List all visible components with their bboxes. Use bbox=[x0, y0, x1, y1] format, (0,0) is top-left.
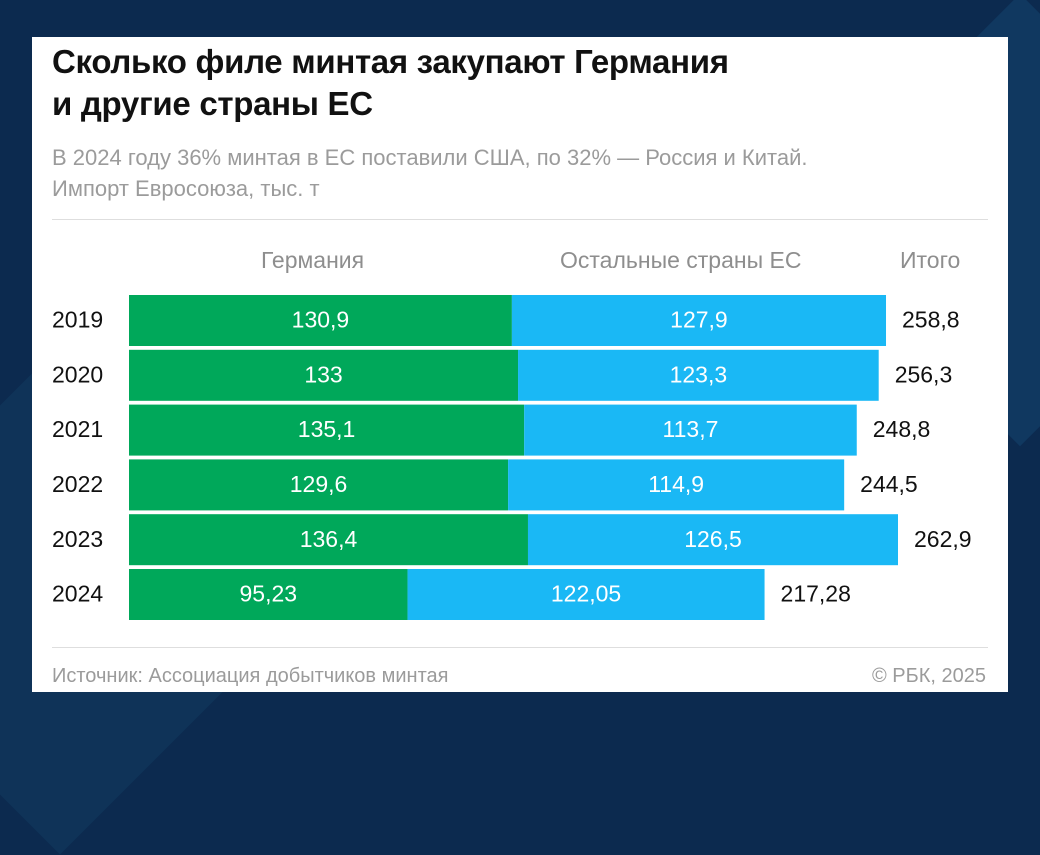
total-label: 244,5 bbox=[860, 471, 918, 497]
chart-title-line-1: Сколько филе минтая закупают Германия bbox=[52, 43, 729, 80]
divider-bottom bbox=[52, 647, 988, 648]
copyright-note: © РБК, 2025 bbox=[871, 665, 986, 687]
bar-label-germany: 129,6 bbox=[290, 471, 348, 497]
year-label: 2020 bbox=[52, 361, 103, 387]
column-header-rest-eu: Остальные страны ЕС bbox=[560, 247, 802, 273]
year-label: 2019 bbox=[52, 307, 103, 333]
bar-germany bbox=[129, 459, 509, 511]
bar-label-rest-eu: 127,9 bbox=[670, 307, 728, 333]
year-label: 2022 bbox=[52, 471, 103, 497]
bar-rest-eu bbox=[511, 295, 887, 346]
bar-label-germany: 136,4 bbox=[300, 526, 358, 552]
bar-label-rest-eu: 114,9 bbox=[648, 471, 704, 497]
chart-subtitle-line-1: В 2024 году 36% минтая в ЕС поставили СШ… bbox=[52, 145, 808, 170]
total-label: 256,3 bbox=[895, 361, 953, 387]
year-label: 2021 bbox=[52, 416, 103, 442]
bar-label-rest-eu: 123,3 bbox=[670, 361, 728, 387]
bar-label-rest-eu: 126,5 bbox=[684, 526, 742, 552]
bar-label-rest-eu: 122,05 bbox=[551, 581, 621, 607]
bar-label-germany: 135,1 bbox=[298, 416, 356, 442]
bar-rest-eu bbox=[508, 459, 845, 511]
bar-germany bbox=[129, 349, 519, 401]
divider-top bbox=[52, 219, 988, 220]
total-label: 258,8 bbox=[902, 307, 960, 333]
year-label: 2023 bbox=[52, 526, 103, 552]
chart-title: Сколько филе минтая закупают Германия и … bbox=[52, 41, 952, 125]
bar-germany bbox=[129, 569, 408, 620]
bar-rest-eu bbox=[527, 514, 898, 566]
bar-rest-eu bbox=[407, 569, 765, 620]
total-label: 262,9 bbox=[914, 526, 972, 552]
bar-label-germany: 133 bbox=[304, 361, 342, 387]
bar-rest-eu bbox=[518, 349, 879, 401]
source-note: Источник: Ассоциация добытчиков минтая bbox=[52, 665, 449, 687]
bar-rest-eu bbox=[524, 404, 857, 456]
infographic-card: Сколько филе минтая закупают Германия и … bbox=[32, 37, 1008, 692]
stacked-bar-chart: 2019 130,9 127,9 258,8 2020 133 123,3 256,3 2021… bbox=[52, 295, 972, 620]
column-header-total: Итого bbox=[900, 247, 961, 273]
total-label: 217,28 bbox=[781, 581, 851, 607]
bar-germany bbox=[129, 404, 525, 456]
chart-title-line-2: и другие страны ЕС bbox=[52, 85, 373, 122]
chart-subtitle: В 2024 году 36% минтая в ЕС поставили СШ… bbox=[52, 142, 992, 204]
bar-label-germany: 95,23 bbox=[239, 581, 297, 607]
bar-germany bbox=[129, 295, 512, 346]
total-label: 248,8 bbox=[873, 416, 931, 442]
bar-germany bbox=[129, 514, 528, 566]
bar-label-rest-eu: 113,7 bbox=[663, 416, 719, 442]
bar-label-germany: 130,9 bbox=[292, 307, 350, 333]
year-label: 2024 bbox=[52, 581, 103, 607]
column-header-germany: Германия bbox=[261, 247, 365, 273]
chart-subtitle-line-2: Импорт Евросоюза, тыс. т bbox=[52, 176, 320, 201]
